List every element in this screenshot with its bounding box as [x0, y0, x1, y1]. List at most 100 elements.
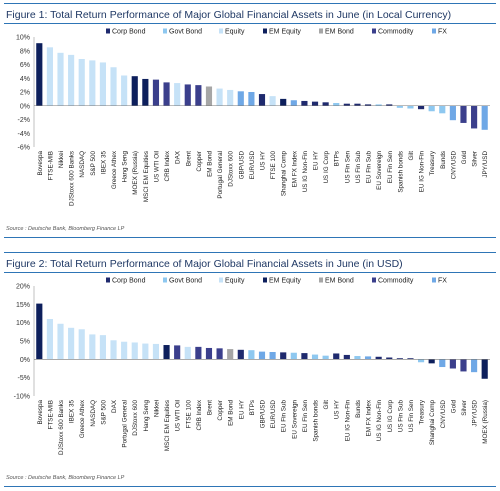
x-tick-label: FTSE-MIB	[47, 400, 54, 429]
bar-eur-usd	[248, 92, 255, 106]
x-tick-label: US IG Non-Fin	[376, 400, 383, 442]
bar-gbp-usd	[258, 351, 266, 360]
bar-gold	[460, 105, 467, 123]
bar-brent	[205, 347, 213, 360]
chart-panel-1: Figure 1: Total Return Performance of Ma…	[4, 3, 496, 239]
x-tick-label: Gilt	[408, 151, 415, 161]
y-tick-label: 20%	[16, 284, 30, 291]
bar-eu-fin-sub	[364, 104, 372, 106]
legend-label: Corp Bond	[112, 278, 146, 285]
x-tick-label: EUR/USD	[249, 151, 256, 180]
bar-dax	[174, 83, 181, 106]
x-tick-label: EM FX Index	[291, 150, 298, 187]
legend-swatch	[219, 277, 223, 283]
x-tick-label: US Fin Sub	[355, 151, 362, 184]
legend-item-fx: FX	[432, 277, 447, 285]
x-tick-label: DAX	[175, 150, 182, 164]
legend-label: EM Equity	[269, 29, 301, 36]
bar-em-fx-index	[364, 356, 372, 360]
bar-chart-2: -10% -5% 0% 5% 10% 15% 20% Corp Bond Govt Bond Eq…	[14, 277, 490, 455]
bar-djstoxx-600-banks	[68, 54, 75, 106]
x-tick-label: EM Bond	[228, 400, 235, 426]
legend-label: Commodity	[378, 29, 414, 36]
x-tick-label: GBP/USD	[260, 400, 267, 429]
x-tick-label: Silver	[461, 400, 468, 416]
bar-gbp-usd	[237, 91, 244, 106]
legend-swatch	[163, 28, 167, 34]
bar-btps	[248, 350, 255, 360]
bar-crb-index	[163, 82, 170, 106]
bar-spanish-bonds	[311, 354, 319, 360]
legend-swatch	[163, 277, 167, 283]
bar-s-p-500	[99, 335, 106, 360]
legend-label: EM Bond	[325, 278, 354, 285]
bar-portugal-general	[216, 88, 223, 106]
legend-swatch	[319, 28, 323, 34]
bar-gilt	[407, 105, 414, 109]
x-tick-label: EU Fin Sen	[302, 400, 309, 433]
legend-label: EM Equity	[269, 278, 301, 285]
x-tick-label: CRB Index	[196, 399, 203, 430]
x-tick-label: JPY/USD	[472, 400, 479, 427]
bar-nasdaq	[89, 334, 96, 360]
y-tick-label: 0%	[20, 357, 30, 364]
x-tick-label: EU Sovereign	[376, 151, 383, 190]
legend-swatch	[219, 28, 223, 34]
bar-ftse-100	[269, 96, 276, 106]
bar-dax	[110, 340, 117, 360]
bar-ftse-mib	[46, 47, 53, 106]
x-tick-label: Portugal General	[217, 151, 224, 199]
legend-label: Govt Bond	[169, 278, 202, 285]
x-tick-label: Greece Athex	[79, 399, 86, 438]
bar-em-fx-index	[290, 100, 297, 106]
x-tick-label: Portugal General	[122, 400, 129, 448]
legend-item-corp-bond: Corp Bond	[106, 28, 146, 36]
bar-us-ig-non-fin	[301, 100, 308, 106]
bar-chart-1: -6% -4% -2% 0% 2% 4% 6% 8% 10% Corp Bond Govt Bond…	[16, 28, 490, 206]
source-note: Source : Deutsche Bank, Bloomberg Financ…	[6, 475, 125, 481]
bar-em-bond	[205, 86, 213, 106]
bar-ftse-mib	[46, 319, 53, 360]
x-tick-label: Shanghai Comp	[281, 151, 288, 197]
x-tick-label: EU IG Non-Fin	[419, 151, 426, 193]
bar-nikkei	[152, 343, 160, 360]
x-tick-label: BTPs	[249, 400, 256, 415]
x-tick-label: US IG Corp	[323, 151, 330, 184]
x-tick-label: Hang Seng	[143, 400, 150, 432]
divider	[4, 486, 496, 487]
bar-bunds	[354, 356, 361, 360]
bar-us-hy	[333, 353, 340, 360]
bar-copper	[216, 348, 223, 360]
y-tick-label: 8%	[20, 48, 30, 55]
bar-btps	[333, 103, 340, 106]
x-tick-label: MSCI EM Equities	[143, 151, 150, 202]
x-tick-label: US Fin Sen	[408, 400, 415, 433]
legend-label: EM Bond	[325, 29, 354, 36]
bar-gold	[449, 359, 456, 369]
bar-bovespa	[36, 303, 43, 360]
y-tick-label: 6%	[20, 62, 30, 69]
chart-panel-2: Figure 2: Total Return Performance of Ma…	[4, 252, 496, 488]
x-tick-label: EU HY	[313, 150, 320, 170]
bar-djstoxx-600-banks	[57, 323, 64, 360]
x-tick-label: EU Fin Sen	[387, 151, 394, 184]
x-tick-label: US WTI Oil	[175, 400, 182, 431]
y-tick-label: -6%	[18, 145, 30, 152]
x-tick-label: Silver	[472, 151, 479, 167]
bar-us-ig-non-fin	[375, 356, 382, 360]
y-tick-label: 0%	[20, 103, 30, 110]
y-tick-label: 15%	[16, 302, 30, 309]
bar-us-fin-sen	[407, 358, 414, 360]
bar-bunds	[439, 105, 446, 114]
bar-eu-sovereign	[375, 104, 382, 106]
y-tick-label: -5%	[18, 375, 30, 382]
bar-cny-usd	[449, 105, 456, 121]
x-tick-label: GBP/USD	[238, 151, 245, 180]
x-tick-label: Copper	[196, 151, 203, 172]
divider	[4, 237, 496, 238]
legend-item-corp-bond: Corp Bond	[106, 277, 146, 285]
x-tick-label: CNY/USD	[450, 151, 457, 180]
x-tick-label: Brent	[206, 400, 213, 415]
bar-shanghai-comp	[428, 359, 435, 364]
x-tick-label: EUR/USD	[270, 400, 277, 429]
